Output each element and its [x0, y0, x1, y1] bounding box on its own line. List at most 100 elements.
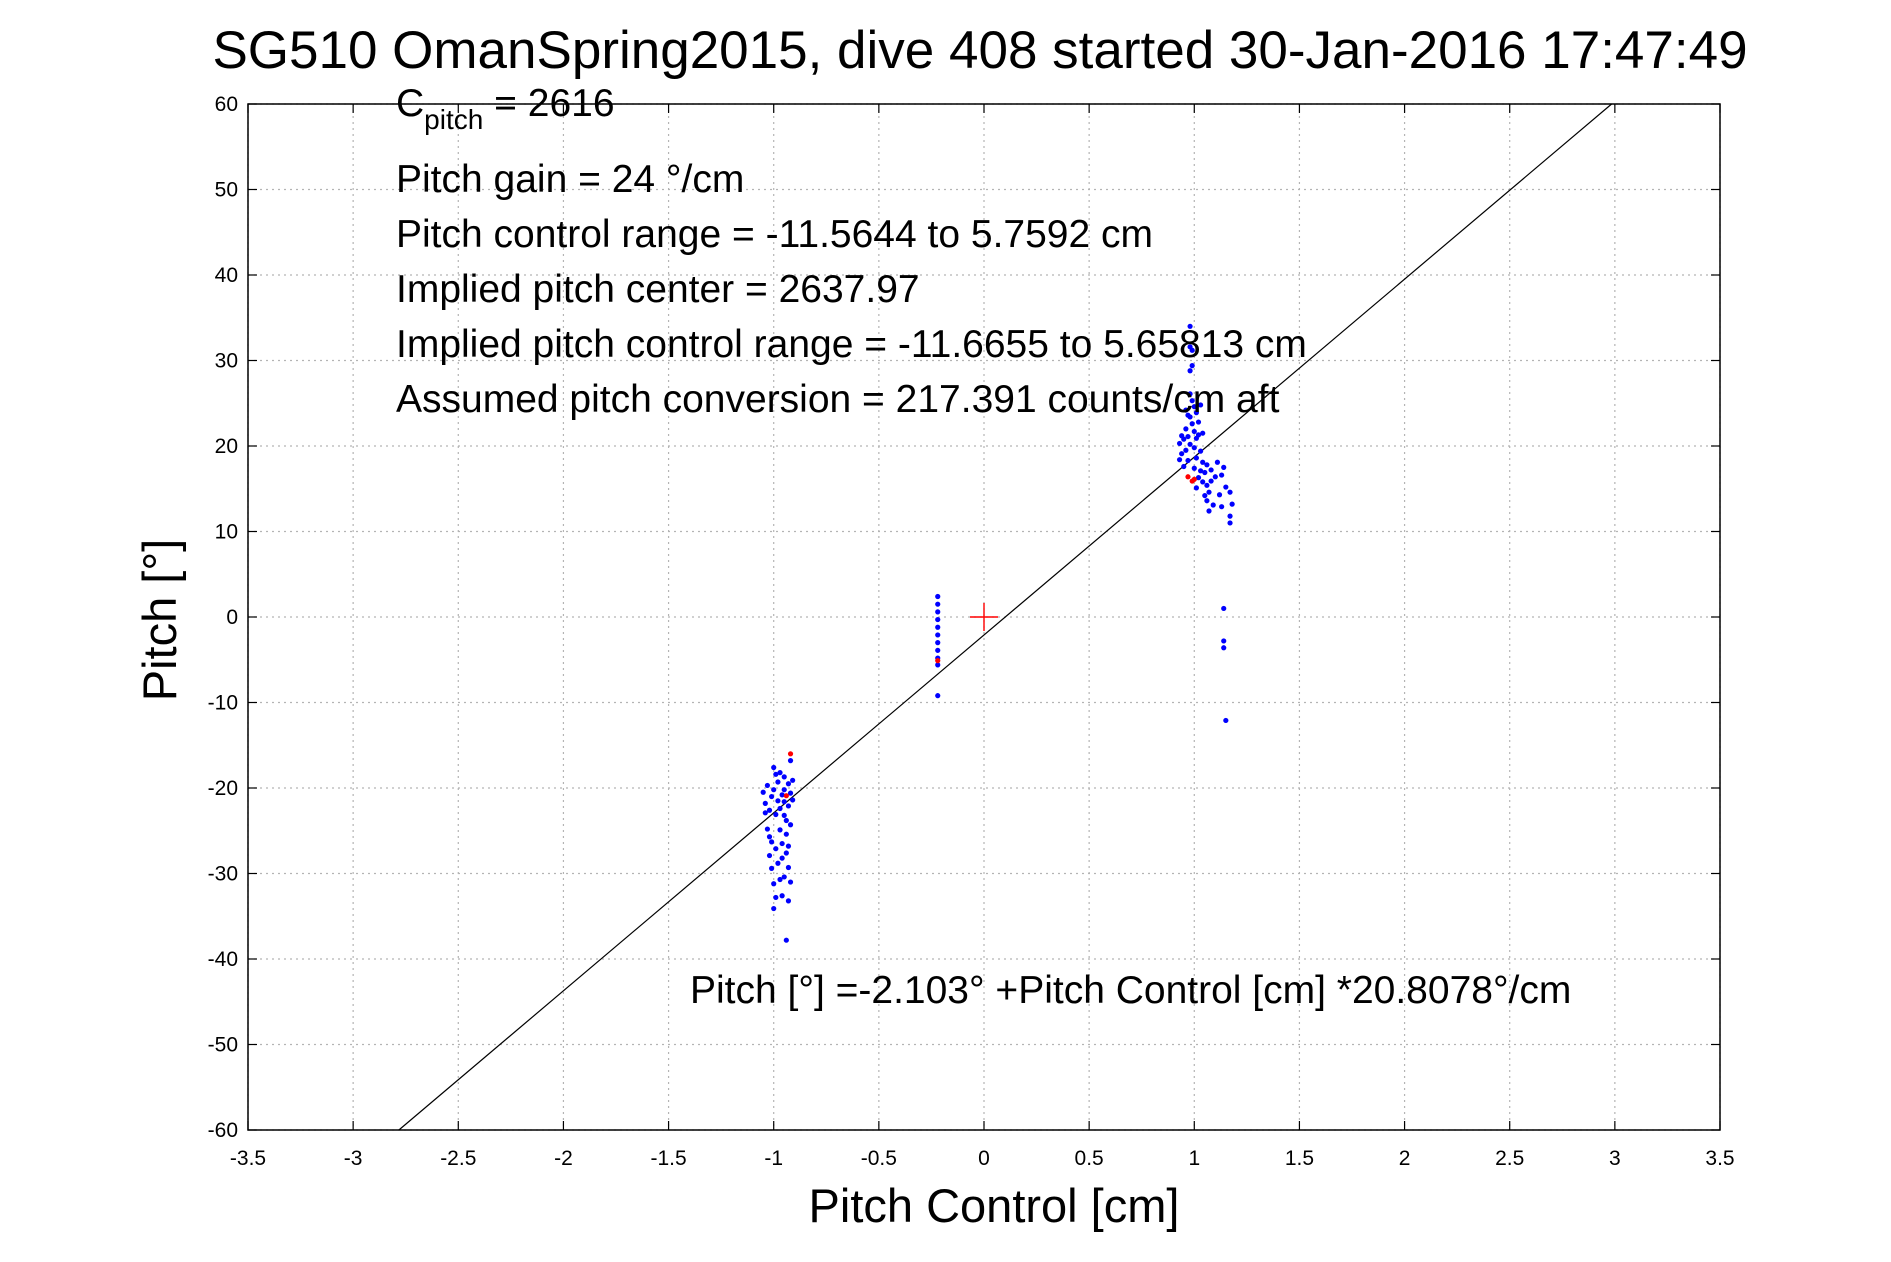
data-point — [777, 827, 783, 833]
annotation-implied-range: Implied pitch control range = -11.6655 t… — [396, 323, 1307, 366]
x-tick-label: -3.5 — [230, 1147, 266, 1170]
x-tick-label: 0.5 — [1075, 1147, 1104, 1170]
data-point — [1183, 407, 1189, 413]
annotation-c-pitch-main: C — [396, 82, 424, 125]
x-tick-label: 1.5 — [1285, 1147, 1314, 1170]
y-axis-label: Pitch [°] — [133, 539, 186, 701]
data-point — [1221, 464, 1227, 470]
x-tick-label: -1 — [764, 1147, 783, 1170]
data-point — [771, 764, 777, 771]
data-point — [1208, 478, 1214, 484]
data-point — [1204, 462, 1210, 468]
data-point — [766, 852, 773, 859]
data-point — [935, 693, 941, 699]
x-axis-ticks: -3.5 -3 -2.5 -2 -1.5 -1 -0.5 0 0.5 1 1.5 2 2.5 3 3.5 — [230, 104, 1735, 1170]
data-point — [1179, 451, 1185, 457]
y-tick-label: 40 — [215, 264, 238, 287]
data-point — [1208, 467, 1214, 473]
x-tick-label: 3.5 — [1705, 1147, 1734, 1170]
data-point — [1200, 479, 1206, 485]
data-point — [1189, 398, 1195, 404]
data-point — [769, 865, 775, 871]
data-point — [1187, 323, 1193, 329]
data-point — [1191, 428, 1197, 435]
data-point — [775, 798, 781, 804]
data-point — [1191, 465, 1197, 471]
data-point — [783, 850, 789, 856]
data-point — [779, 840, 785, 847]
data-point — [790, 797, 796, 803]
y-tick-label: -10 — [208, 692, 238, 715]
data-point — [779, 893, 785, 899]
data-point — [1227, 489, 1233, 495]
data-point — [1221, 605, 1227, 612]
data-point — [785, 803, 792, 809]
data-point — [783, 937, 789, 943]
scatter-points — [760, 323, 1235, 943]
y-tick-label: -50 — [208, 1034, 238, 1057]
x-tick-label: 0 — [978, 1147, 990, 1170]
data-point — [773, 771, 779, 777]
data-point — [781, 774, 787, 780]
data-point — [785, 864, 792, 871]
data-point — [1210, 502, 1216, 508]
y-tick-label: 0 — [226, 606, 238, 629]
data-point — [1195, 419, 1202, 425]
data-point — [773, 846, 779, 852]
data-point — [1229, 501, 1235, 507]
data-point — [1187, 391, 1193, 397]
x-tick-label: -3 — [344, 1147, 363, 1170]
data-point — [1191, 445, 1197, 451]
y-tick-label: -60 — [208, 1119, 238, 1142]
data-point — [775, 860, 781, 866]
data-point — [771, 881, 777, 887]
data-point — [1185, 433, 1191, 440]
data-point — [1183, 447, 1189, 453]
annotation-fit-equation: Pitch [°] =-2.103° +Pitch Control [cm] *… — [690, 969, 1571, 1012]
data-point — [1219, 472, 1225, 478]
data-point — [769, 793, 775, 800]
data-point — [1202, 469, 1208, 476]
data-point — [764, 826, 771, 832]
y-tick-label: -20 — [208, 777, 238, 800]
data-point — [1214, 459, 1221, 465]
data-point — [762, 810, 768, 816]
y-tick-label: 60 — [215, 93, 238, 116]
data-point — [769, 839, 775, 845]
annotation-conversion: Assumed pitch conversion = 217.391 count… — [396, 378, 1280, 421]
x-tick-label: -1.5 — [650, 1147, 686, 1170]
data-point — [1200, 459, 1206, 465]
data-point — [1189, 421, 1195, 427]
data-point — [1202, 492, 1208, 499]
data-point — [1187, 368, 1193, 374]
data-point — [781, 874, 787, 880]
x-tick-label: -2 — [554, 1147, 573, 1170]
data-point — [1189, 363, 1195, 369]
data-point — [760, 789, 766, 795]
data-point — [935, 616, 941, 623]
data-point — [779, 855, 785, 861]
data-point — [1193, 485, 1199, 491]
data-point — [935, 662, 941, 668]
x-tick-label: 2 — [1399, 1147, 1411, 1170]
data-point — [1181, 436, 1187, 442]
data-point — [1223, 484, 1229, 490]
data-point — [1185, 474, 1191, 480]
x-tick-label: 1 — [1188, 1147, 1200, 1170]
data-point — [1193, 410, 1199, 416]
data-point — [935, 647, 941, 653]
data-point — [1200, 430, 1206, 436]
x-tick-label: 3 — [1609, 1147, 1621, 1170]
data-point — [935, 609, 941, 615]
data-point — [1185, 457, 1191, 464]
y-tick-label: 30 — [215, 350, 238, 373]
data-point — [935, 593, 941, 600]
annotation-c-pitch: Cpitch = 2616 — [396, 82, 615, 135]
x-tick-label: 2.5 — [1495, 1147, 1524, 1170]
data-point — [1176, 457, 1183, 463]
data-point — [781, 787, 787, 793]
data-point — [1187, 441, 1193, 447]
data-point — [783, 831, 789, 837]
info-annotations: Cpitch = 2616 Pitch gain = 24 °/cm Pitch… — [396, 82, 1571, 1012]
